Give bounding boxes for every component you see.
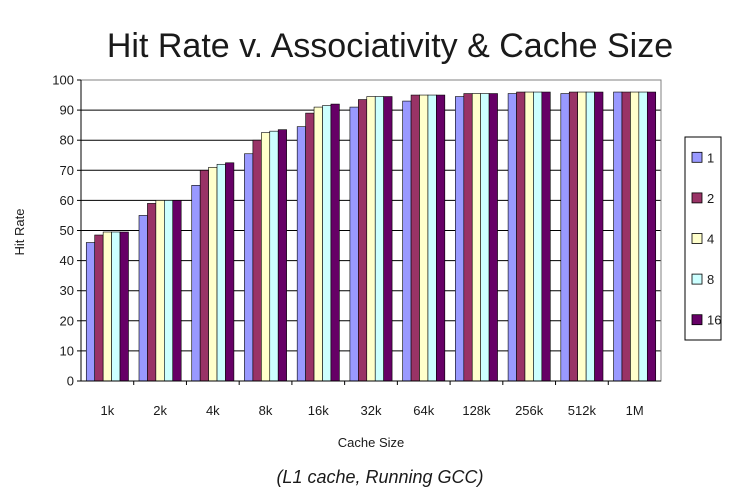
bar-1k-series-1	[85, 242, 96, 382]
bar-2k-series-8	[164, 200, 174, 382]
bar-128k-series-1	[455, 96, 465, 382]
bar-512k-series-2	[568, 91, 578, 382]
bar-256k-series-2	[516, 91, 526, 382]
bar-16k-series-16	[330, 103, 340, 382]
x-tick-label: 512k	[568, 403, 597, 418]
bar-8k-series-4	[261, 132, 271, 382]
legend-label-2: 2	[707, 191, 714, 206]
legend-label-16: 16	[707, 313, 721, 328]
bar-256k-series-8	[533, 91, 543, 382]
x-tick-label: 256k	[515, 403, 544, 418]
legend-label-8: 8	[707, 272, 714, 287]
legend-swatch-8	[691, 273, 703, 285]
y-tick-label: 10	[60, 343, 74, 358]
x-tick-labels: 1k 2k 4k 8k 16k 32k 64k 128k 256k 512k 1M	[100, 381, 644, 418]
legend-swatch-16	[691, 314, 703, 326]
x-tick-label: 64k	[413, 403, 434, 418]
y-tick-label: 20	[60, 313, 74, 328]
bar-64k-series-1	[402, 100, 412, 382]
bar-4k-series-8	[216, 163, 226, 382]
chart-title: Hit Rate v. Associativity & Cache Size	[107, 27, 673, 65]
bar-1k-series-2	[94, 234, 104, 382]
chart-subtitle: (L1 cache, Running GCC)	[276, 467, 483, 487]
bar-256k-series-1	[507, 93, 517, 382]
bar-2k-series-1	[138, 215, 148, 382]
bar-512k-series-8	[585, 91, 595, 382]
legend-label-4: 4	[707, 232, 714, 247]
bar-16k-series-8	[322, 105, 332, 382]
y-tick-label: 70	[60, 163, 74, 178]
bar-64k-series-4	[419, 94, 429, 382]
bar-512k-series-16	[594, 91, 604, 382]
bar-64k-series-2	[410, 94, 420, 382]
bar-512k-series-1	[560, 93, 570, 382]
bar-128k-series-16	[488, 93, 498, 382]
bar-64k-series-8	[427, 94, 437, 382]
bar-8k-series-16	[277, 129, 287, 382]
bar-32k-series-4	[366, 96, 376, 382]
bar-128k-series-2	[463, 93, 473, 382]
y-tick-label: 100	[52, 73, 74, 88]
x-tick-label: 4k	[206, 403, 220, 418]
y-tick-label: 30	[60, 283, 74, 298]
y-tick-label: 50	[60, 223, 74, 238]
legend-swatch-4	[691, 233, 703, 244]
bar-2k-series-2	[147, 203, 157, 382]
bar-4k-series-2	[199, 170, 209, 382]
y-tick-label: 80	[60, 133, 74, 148]
bar-1M-series-4	[630, 91, 640, 382]
bar-2k-series-16	[172, 200, 182, 382]
bar-8k-series-1	[244, 153, 254, 382]
bar-4k-series-4	[208, 166, 218, 382]
bar-128k-series-4	[471, 93, 481, 382]
bar-1M-series-2	[621, 91, 631, 382]
x-axis-label: Cache Size	[338, 435, 404, 450]
y-tick-label: 90	[60, 103, 74, 118]
bar-64k-series-16	[436, 94, 446, 382]
bar-1M-series-1	[613, 91, 623, 382]
bar-32k-series-8	[374, 96, 384, 382]
bar-16k-series-1	[296, 126, 306, 382]
bar-16k-series-2	[305, 112, 315, 382]
bar-32k-series-1	[349, 106, 359, 382]
bar-128k-series-8	[480, 93, 490, 382]
y-tick-label: 60	[60, 193, 74, 208]
bar-1k-series-4	[102, 231, 112, 382]
bar-4k-series-16	[225, 162, 235, 382]
bar-1k-series-8	[111, 231, 121, 382]
bar-2k-series-4	[155, 200, 165, 382]
bar-1M-series-8	[638, 91, 648, 382]
legend-swatch-2	[691, 192, 703, 204]
x-tick-label: 1k	[100, 403, 114, 418]
bar-32k-series-2	[358, 99, 368, 382]
x-tick-label: 32k	[361, 403, 382, 418]
legend-swatch-1	[691, 151, 703, 163]
bar-8k-series-8	[269, 130, 279, 382]
y-tick-label: 40	[60, 253, 74, 268]
y-axis-label: Hit Rate	[12, 209, 27, 256]
bar-32k-series-16	[383, 96, 393, 382]
bars	[85, 91, 657, 382]
bar-4k-series-1	[191, 185, 201, 382]
x-tick-label: 16k	[308, 403, 329, 418]
x-tick-label: 8k	[259, 403, 273, 418]
bar-512k-series-4	[577, 91, 587, 382]
legend-box	[684, 136, 722, 341]
x-tick-label: 1M	[626, 403, 644, 418]
bar-8k-series-2	[252, 139, 262, 382]
bar-1M-series-16	[646, 91, 657, 382]
bar-1k-series-16	[119, 231, 129, 382]
bar-256k-series-4	[524, 91, 534, 382]
legend-label-1: 1	[707, 150, 714, 165]
bar-256k-series-16	[541, 91, 551, 382]
legend: 1 2 4 8 16	[684, 136, 722, 341]
x-tick-label: 128k	[462, 403, 491, 418]
y-tick-label: 0	[67, 374, 74, 389]
bar-16k-series-4	[313, 106, 323, 382]
y-tick-labels: 0 10 20 30 40 50 60 70 80 90 100	[52, 73, 81, 389]
x-tick-label: 2k	[153, 403, 167, 418]
